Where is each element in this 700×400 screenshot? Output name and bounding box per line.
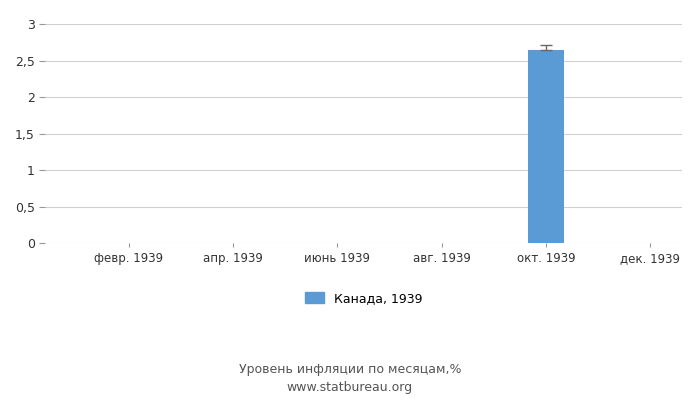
Bar (528, 50, 564, 243)
Text: Уровень инфляции по месяцам,%: Уровень инфляции по месяцам,% (239, 364, 461, 376)
Text: www.statbureau.org: www.statbureau.org (287, 382, 413, 394)
Legend: Канада, 1939: Канада, 1939 (300, 287, 427, 310)
